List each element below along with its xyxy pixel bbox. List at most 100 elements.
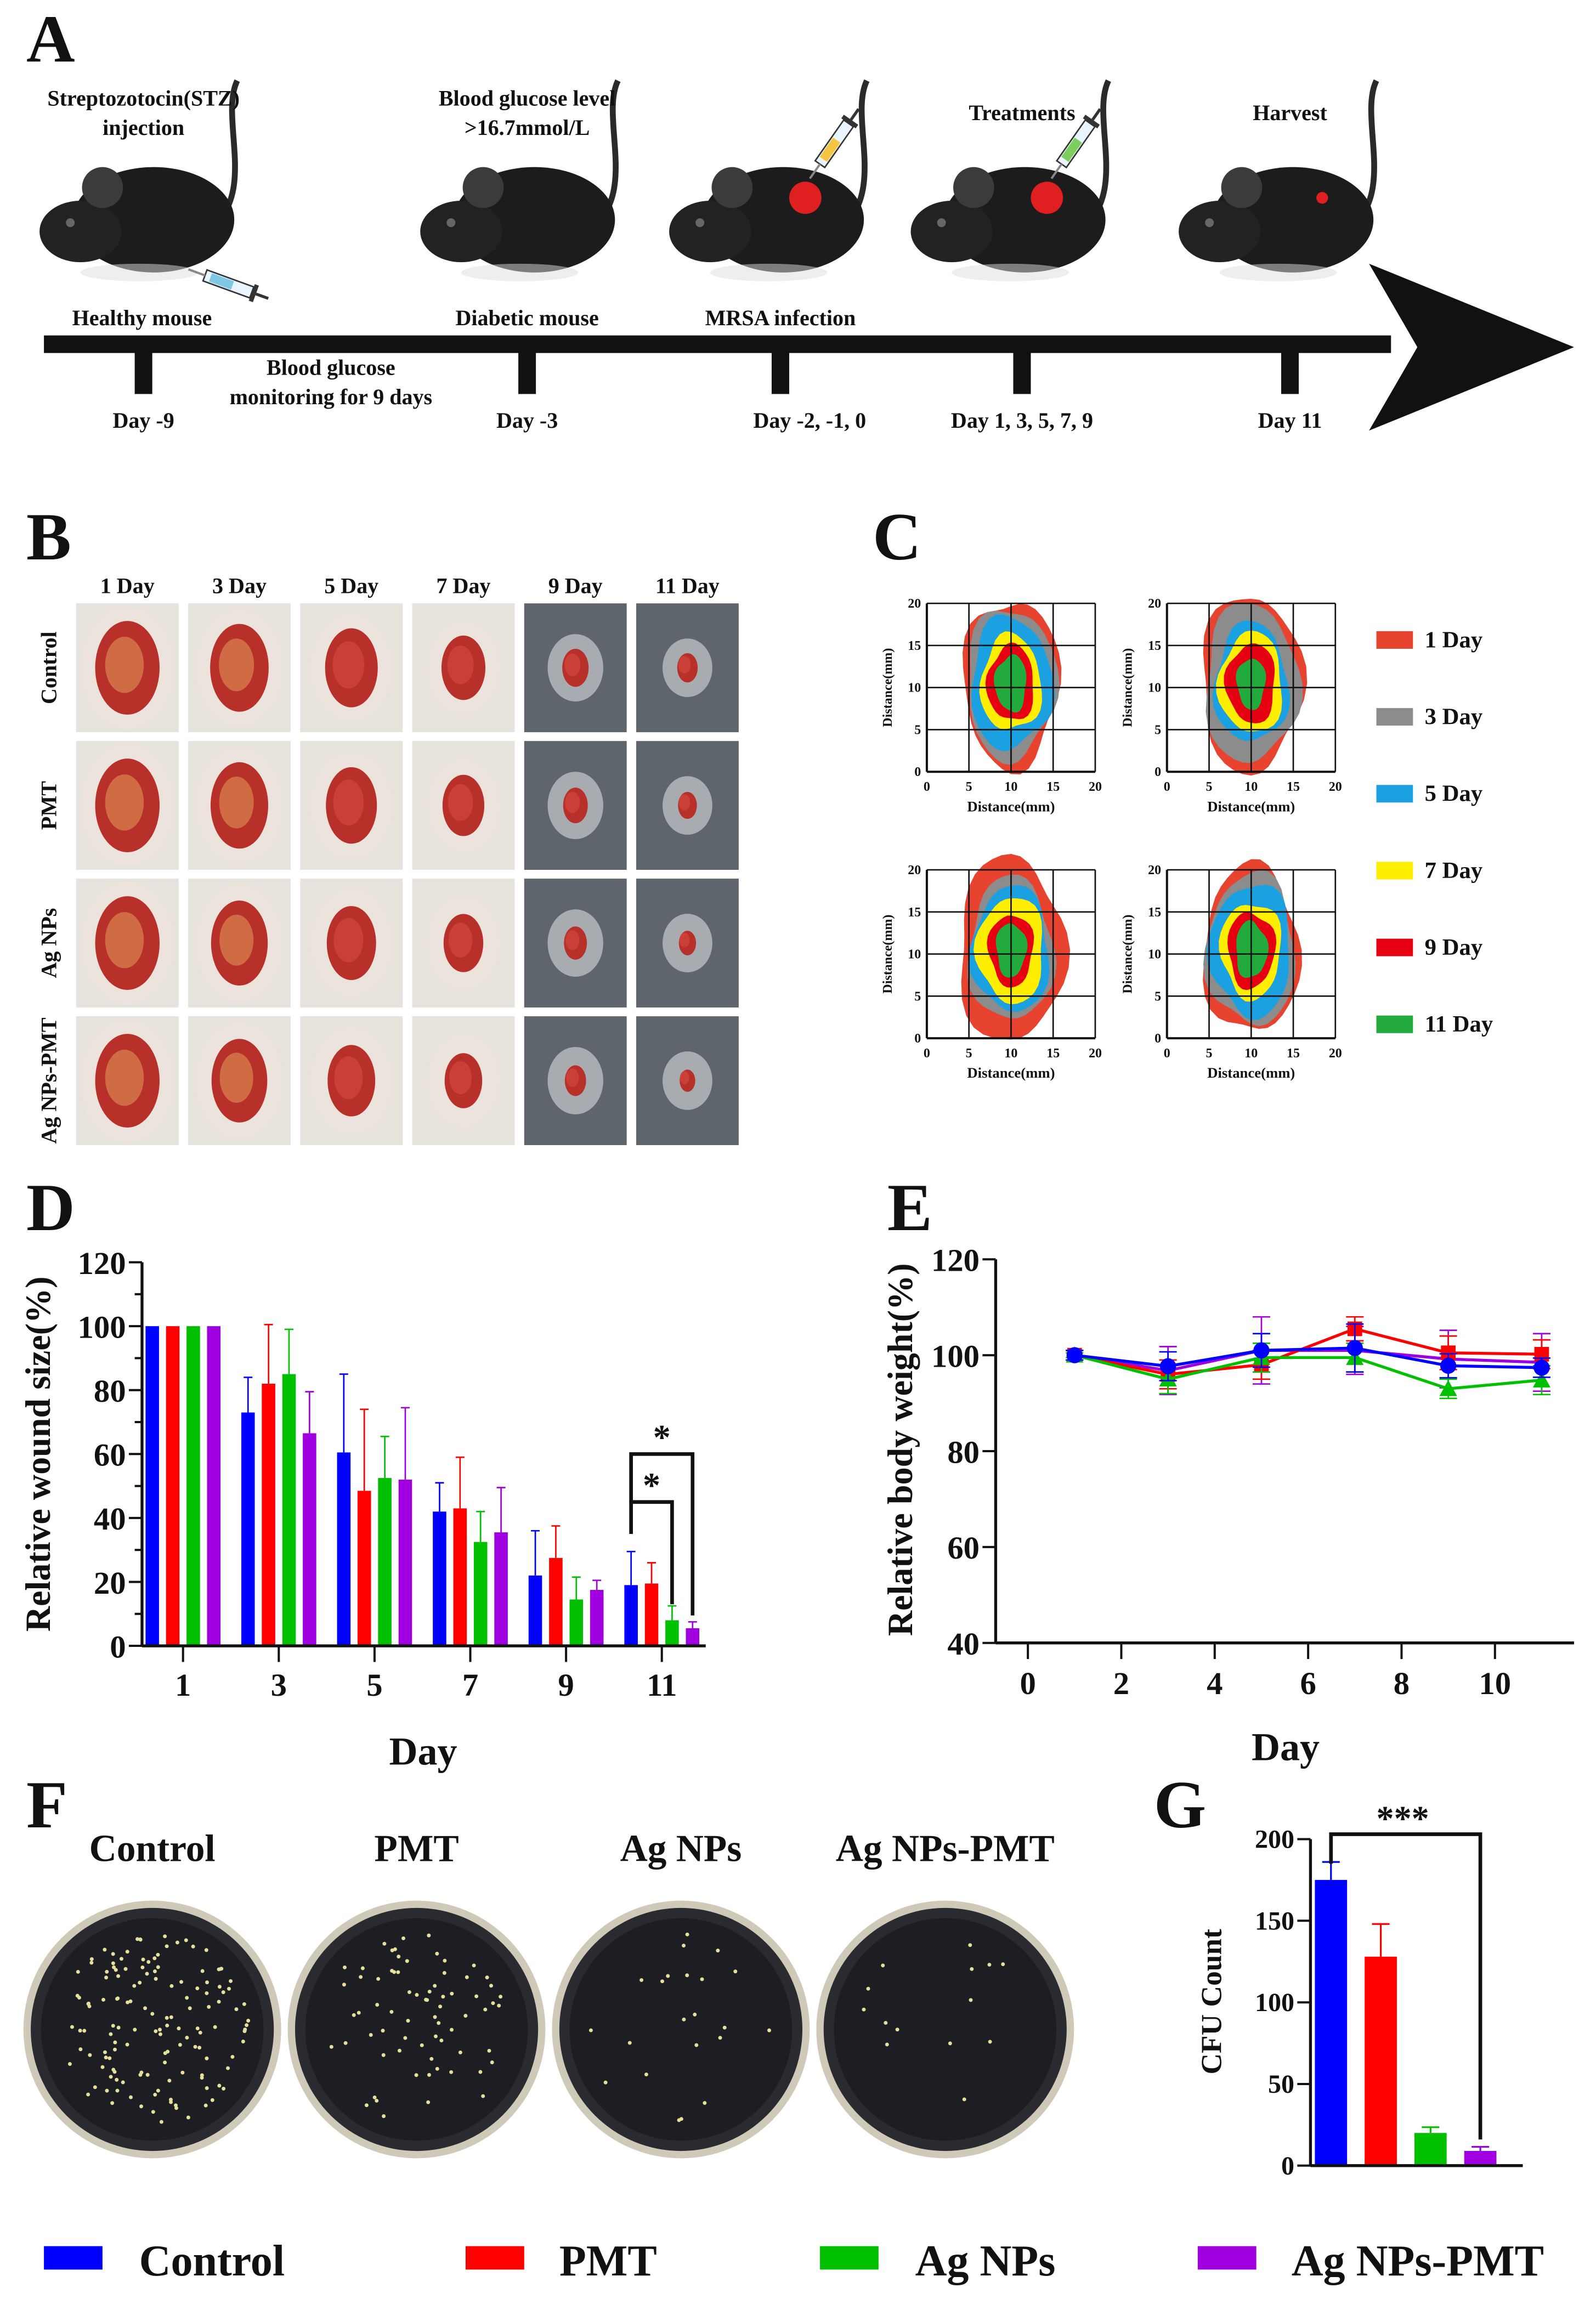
bacterial-colony (195, 2026, 200, 2031)
bacterial-colony (241, 2040, 245, 2043)
bacterial-colony (426, 2100, 431, 2104)
bacterial-colony (150, 2012, 155, 2016)
wound-photo (188, 741, 291, 870)
bacterial-colony (685, 1973, 689, 1978)
bacterial-colony (381, 2029, 385, 2033)
y-tick-label: 0 (1154, 765, 1161, 779)
bacterial-colony (478, 2070, 483, 2074)
contour-plot: 00 5 5 10 10 15 15 20 20 Distance(mm) Distance(mm) (1121, 859, 1342, 1081)
bar-ag-nps-pmt (590, 1590, 604, 1646)
bacterial-colony (229, 1979, 233, 1983)
y-axis-label: Relative wound size(%) (19, 1276, 58, 1632)
bar-ag-nps-pmt (303, 1433, 316, 1646)
y-axis-label: Distance(mm) (1121, 915, 1135, 994)
timeline: Streptozotocin(STZ) injection Blood gluco… (39, 79, 1574, 433)
day-label: Day -9 (112, 408, 174, 433)
group-legend: Control PMT Ag NPs Ag NPs-PMT (44, 2237, 1544, 2285)
x-axis-label: Distance(mm) (967, 798, 1055, 814)
syringe-icon (188, 268, 269, 303)
bacterial-colony (1001, 1962, 1005, 1967)
wound-photo (636, 741, 739, 870)
bacterial-colony (103, 1947, 107, 1952)
bacterial-colony (195, 1986, 200, 1990)
y-tick-label: 15 (1148, 905, 1161, 920)
mouse-head (1179, 201, 1261, 263)
bacterial-colony (666, 1974, 670, 1978)
bacterial-colony (427, 1933, 431, 1938)
bacterial-colony (143, 2006, 148, 2011)
data-point (1532, 1371, 1550, 1388)
mouse-head (420, 201, 502, 263)
photo-column-header: 5 Day (324, 574, 378, 598)
legend-label: 7 Day (1425, 858, 1483, 884)
bacterial-colony (343, 2041, 348, 2045)
legend-label: 9 Day (1425, 935, 1483, 960)
bacterial-colony (93, 2085, 97, 2090)
x-axis-label: Day (1252, 1725, 1320, 1769)
bacterial-colony (722, 2025, 727, 2030)
x-tick-label: 20 (1089, 780, 1102, 794)
bacterial-colony (179, 1980, 184, 1984)
x-tick-label: 10 (1479, 1666, 1511, 1701)
bacterial-colony (152, 1956, 157, 1961)
bacterial-colony (381, 2053, 386, 2057)
bacterial-colony (193, 2045, 197, 2049)
bacterial-colony (159, 2120, 163, 2124)
x-axis-label: Day (389, 1729, 457, 1773)
y-tick-label: 200 (1255, 1825, 1294, 1854)
bacterial-colony (152, 1969, 157, 1974)
bar-pmt (644, 1583, 659, 1646)
wound-photo (524, 603, 627, 733)
legend-swatch (1197, 2246, 1257, 2270)
wound-size-chart: 0 20 40 60 80 100 120 1 3 5 7 9 11 Day Relative wound … (19, 1245, 706, 1773)
x-tick-label: 8 (1394, 1666, 1410, 1701)
bacterial-colony (895, 2028, 899, 2032)
x-tick-label: 5 (1206, 1046, 1213, 1061)
y-tick-label: 5 (1154, 723, 1161, 737)
bacterial-colony (107, 2056, 112, 2060)
y-tick-label: 5 (914, 989, 921, 1004)
bar-ag-nps-pmt (494, 1532, 508, 1646)
x-tick-label: 0 (924, 1046, 930, 1061)
bacterial-colony (173, 2103, 178, 2108)
legend-swatch (44, 2246, 103, 2270)
bacterial-colony (406, 2019, 410, 2023)
bacterial-colony (969, 1998, 973, 2002)
x-tick-label: 15 (1287, 780, 1300, 794)
bacterial-colony (369, 2033, 373, 2037)
y-tick-label: 100 (931, 1338, 980, 1374)
bacterial-colony (104, 1975, 109, 1980)
y-tick-label: 5 (1154, 989, 1161, 1004)
photo-column-header: 11 Day (655, 574, 720, 598)
x-tick-label: 15 (1287, 1046, 1300, 1061)
bacterial-colony (450, 2028, 454, 2032)
data-point (1159, 1358, 1176, 1374)
wound-photo (412, 879, 515, 1008)
bar-control (624, 1585, 638, 1646)
wound-photo (300, 879, 403, 1008)
bacterial-colony (110, 2101, 115, 2105)
bacterial-colony (138, 1980, 142, 1985)
bacterial-colony (694, 2043, 699, 2047)
bacterial-colony (463, 2014, 468, 2018)
bacterial-colony (682, 1944, 686, 1948)
top-label-line: Blood glucose level (439, 86, 615, 110)
series-line-pmt (1074, 1327, 1542, 1376)
bacterial-colony (126, 2000, 130, 2004)
bacterial-colony (119, 1957, 123, 1961)
bacterial-colony (343, 1965, 347, 1969)
bacterial-colony (175, 1940, 179, 1945)
bacterial-colony (114, 1968, 118, 1972)
y-tick-label: 10 (908, 681, 921, 695)
bacterial-colony (133, 2028, 137, 2032)
bacterial-colony (644, 2073, 648, 2077)
bacterial-colony (603, 2080, 608, 2085)
bacterial-colony (113, 2047, 117, 2052)
x-tick-label: 0 (1164, 1046, 1170, 1061)
day-label: Day 1, 3, 5, 7, 9 (951, 408, 1093, 433)
x-tick-label: 10 (1244, 1046, 1258, 1061)
bacterial-colony (415, 1992, 419, 1997)
bacterial-colony (123, 1967, 128, 1971)
mouse-shadow (952, 263, 1069, 281)
